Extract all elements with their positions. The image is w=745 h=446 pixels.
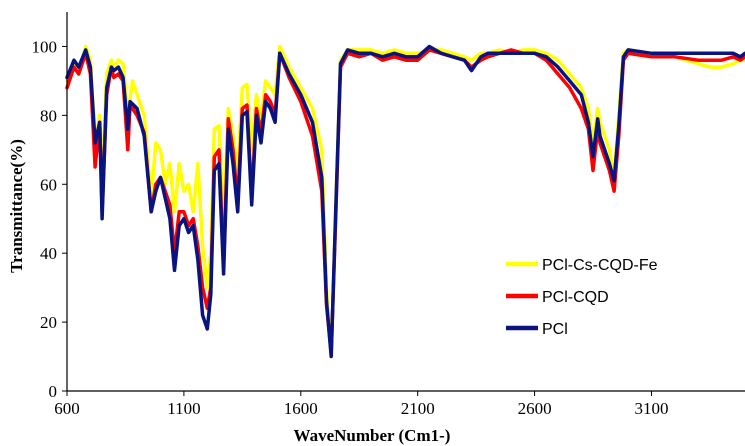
- x-tick-label: 600: [54, 399, 80, 418]
- axes-layer: [66, 12, 745, 392]
- x-tick-label: 2600: [518, 399, 552, 418]
- series-line-pcl: [65, 44, 745, 359]
- y-axis-title: Transmittance(%): [7, 139, 26, 273]
- x-tick-label: 1600: [284, 399, 318, 418]
- y-tick-label: 0: [49, 382, 58, 401]
- legend-label: PCl: [542, 321, 568, 338]
- y-tick-label: 20: [40, 313, 57, 332]
- legend: PCl-Cs-CQD-Fe PCl-CQD PCl: [506, 257, 658, 338]
- series-line-pcl-cqd: [65, 48, 745, 355]
- series-layer: [65, 44, 745, 359]
- x-tick-label: 2100: [401, 399, 435, 418]
- x-axis-title: WaveNumber (Cm1-): [294, 426, 451, 445]
- y-tick-label: 100: [32, 37, 58, 56]
- x-tick-label: 3100: [634, 399, 668, 418]
- y-tick-label: 60: [40, 175, 57, 194]
- ticks-layer: 600 1100 1600 2100 2600 3100 0 20 40 60 80 100: [32, 37, 669, 418]
- x-tick-label: 1100: [167, 399, 200, 418]
- legend-label: PCl-CQD: [542, 289, 609, 306]
- legend-label: PCl-Cs-CQD-Fe: [542, 257, 658, 274]
- y-tick-label: 40: [40, 244, 57, 263]
- y-tick-label: 80: [40, 106, 57, 125]
